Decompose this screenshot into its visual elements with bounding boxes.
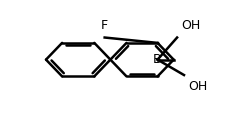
Text: B: B — [153, 53, 161, 66]
Text: OH: OH — [181, 19, 200, 32]
Text: OH: OH — [188, 80, 207, 93]
Text: F: F — [101, 19, 108, 32]
